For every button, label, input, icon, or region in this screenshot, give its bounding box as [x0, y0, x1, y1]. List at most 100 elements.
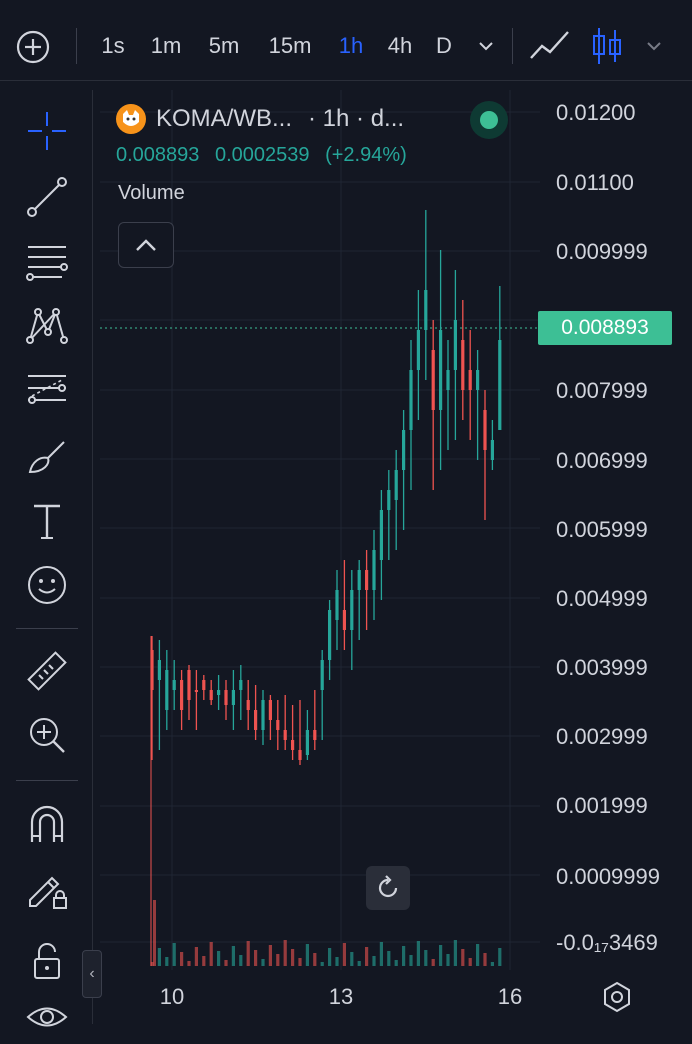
volume-bar — [165, 957, 169, 966]
ruler-icon — [27, 651, 67, 691]
magnet-tool[interactable] — [18, 798, 76, 852]
volume-bar — [261, 959, 265, 966]
volume-bar — [350, 952, 354, 966]
market-status-icon[interactable] — [470, 101, 508, 139]
candlestick-chart[interactable] — [100, 90, 692, 1024]
y-tick-label: 0.01200 — [556, 100, 636, 125]
text-tool[interactable] — [18, 494, 76, 548]
collapse-toolbar-button[interactable]: ‹ — [82, 950, 102, 998]
y-tick-label: 0.001999 — [556, 793, 648, 818]
candle-body — [439, 330, 443, 410]
candle-body — [254, 710, 258, 730]
candle-body — [239, 680, 243, 690]
symbol-legend[interactable]: KOMA/WB... · 1h · d... — [116, 102, 404, 136]
lock-drawing-tool[interactable] — [18, 862, 76, 916]
emoji-tool[interactable] — [18, 558, 76, 612]
line-chart-icon[interactable] — [528, 26, 572, 66]
interval-1s[interactable]: 1s — [101, 33, 125, 58]
candle-body — [461, 340, 465, 390]
symbol-meta: · 1h · d... — [308, 105, 405, 132]
volume-bar — [335, 957, 339, 966]
candle-body — [157, 660, 161, 680]
reset-chart-button[interactable] — [366, 866, 410, 910]
lock-tool[interactable] — [18, 934, 76, 988]
candle-body — [283, 730, 287, 740]
candle-body — [416, 330, 420, 370]
candle-body — [357, 570, 361, 590]
candle-body — [379, 510, 383, 560]
collapse-legend-button[interactable] — [118, 222, 174, 268]
volume-bar — [202, 956, 206, 966]
trend-line-tool[interactable] — [18, 170, 76, 224]
candle-body — [187, 670, 191, 700]
volume-bar — [342, 943, 346, 966]
candle-body — [394, 470, 398, 500]
chevron-down-icon[interactable] — [474, 34, 498, 58]
candles-icon[interactable] — [590, 24, 624, 68]
volume-bar — [453, 940, 457, 966]
candle-body — [350, 590, 354, 630]
volume-bar — [409, 955, 413, 966]
candle-body — [291, 740, 295, 750]
candle-body — [342, 610, 346, 630]
interval-15m[interactable]: 15m — [268, 33, 312, 58]
fib-tool[interactable] — [18, 234, 76, 288]
candle-body — [446, 370, 450, 390]
chevron-down-icon[interactable] — [642, 34, 666, 58]
ruler-tool[interactable] — [18, 644, 76, 698]
volume-indicator-label[interactable]: Volume — [118, 182, 185, 204]
symbol-name: KOMA/WB... — [156, 105, 293, 132]
zoom-tool[interactable] — [18, 708, 76, 762]
volume-bar — [150, 962, 154, 966]
chevron-up-icon — [136, 239, 156, 251]
x-tick-label: 10 — [159, 984, 185, 1009]
candle-body — [453, 320, 457, 370]
brush-tool[interactable] — [18, 430, 76, 484]
candle-body — [402, 430, 406, 470]
candle-body — [431, 350, 435, 410]
candle-body — [202, 680, 206, 690]
x-tick-label: 13 — [328, 984, 354, 1009]
y-tick-label: -0.0₁₇3469 — [556, 930, 658, 955]
y-tick-label: 0.003999 — [556, 655, 648, 680]
y-tick-label: 0.002999 — [556, 724, 648, 749]
y-tick-label: 0.005999 — [556, 517, 648, 542]
settings-gear-icon[interactable] — [600, 980, 634, 1014]
interval-5m[interactable]: 5m — [208, 33, 240, 58]
projection-icon — [28, 375, 66, 404]
volume-bar — [305, 944, 309, 966]
volume-bar — [254, 950, 258, 966]
volume-bar — [187, 961, 191, 966]
trend-line-icon — [27, 177, 67, 217]
reset-icon — [378, 875, 398, 898]
chart-pane[interactable] — [100, 90, 692, 1024]
candle-body — [387, 490, 391, 510]
interval-4h[interactable]: 4h — [387, 33, 413, 58]
crosshair-tool[interactable] — [18, 104, 76, 158]
volume-bar — [180, 952, 184, 966]
pattern-tool[interactable] — [18, 298, 76, 352]
legend-change: 0.0002539 — [214, 144, 310, 166]
legend-price: 0.008893 — [116, 144, 200, 166]
volume-bar — [379, 942, 383, 966]
candle-body — [150, 650, 154, 690]
volume-bar — [246, 941, 250, 966]
interval-d[interactable]: D — [436, 33, 452, 58]
legend-values: 0.008893 0.0002539 (+2.94%) — [116, 144, 417, 167]
candle-body — [468, 370, 472, 390]
zoom-in-icon — [30, 718, 65, 753]
interval-1m[interactable]: 1m — [150, 33, 182, 58]
y-tick-label: 0.01100 — [556, 170, 634, 195]
projection-tool[interactable] — [18, 362, 76, 416]
candle-body — [365, 570, 369, 590]
visibility-tool[interactable] — [18, 990, 76, 1044]
candle-body — [298, 750, 302, 760]
volume-bar — [320, 962, 324, 966]
interval-1h[interactable]: 1h — [338, 33, 364, 58]
plus-circle-icon[interactable] — [14, 28, 52, 66]
volume-bar — [231, 946, 235, 966]
candle-body — [498, 340, 502, 430]
volume-bar — [476, 944, 480, 966]
brush-icon — [28, 441, 65, 474]
candle-body — [372, 550, 376, 590]
